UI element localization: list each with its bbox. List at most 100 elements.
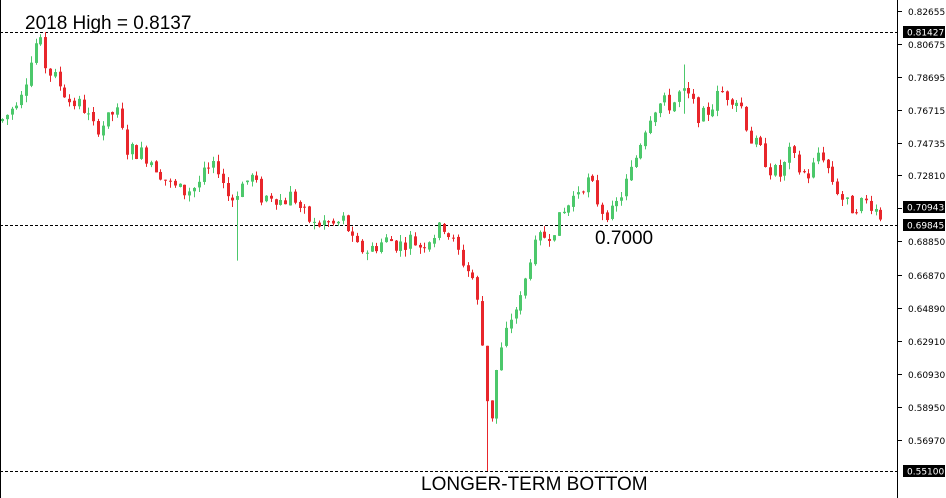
bull-candle: [15, 105, 18, 109]
bull-candle: [78, 98, 81, 107]
bull-candle: [116, 107, 119, 115]
bull-candle: [323, 220, 326, 226]
y-tick-label: 0.58950: [908, 404, 945, 414]
bear-candle: [126, 129, 129, 155]
bear-candle: [227, 182, 230, 197]
bull-candle: [620, 197, 623, 201]
bear-candle: [764, 143, 767, 167]
bear-candle: [879, 209, 882, 220]
bull-candle: [380, 242, 383, 253]
bull-candle: [577, 192, 580, 195]
bull-candle: [563, 211, 566, 214]
bear-candle: [543, 231, 546, 238]
bear-candle: [443, 223, 446, 232]
bull-candle: [366, 252, 369, 254]
price-box-label: 0.81427: [907, 29, 944, 39]
bull-candle: [663, 95, 666, 103]
bull-candle: [428, 242, 431, 250]
bear-candle: [414, 236, 417, 246]
bull-candle: [519, 295, 522, 311]
bull-candle: [385, 237, 388, 243]
bull-candle: [203, 167, 206, 182]
bear-candle: [299, 201, 302, 208]
bull-candle: [534, 239, 537, 265]
bull-candle: [150, 162, 153, 166]
bull-candle: [505, 327, 508, 346]
price-box-label: 0.69845: [907, 222, 944, 232]
bear-candle: [207, 167, 210, 169]
bull-candle: [644, 132, 647, 147]
bull-candle: [735, 102, 738, 107]
y-tick-label: 0.82655: [908, 8, 945, 18]
bear-candle: [121, 108, 124, 128]
bull-candle: [438, 222, 441, 238]
bear-candle: [174, 180, 177, 186]
bear-candle: [49, 68, 52, 76]
bull-candle: [755, 137, 758, 145]
bull-candle: [279, 200, 282, 205]
bull-candle: [212, 160, 215, 168]
bull-candle: [87, 113, 90, 115]
bull-candle: [587, 177, 590, 193]
bear-candle: [798, 154, 801, 173]
bull-candle: [30, 62, 33, 86]
y-tick-label: 0.62910: [908, 338, 945, 348]
bull-candle: [783, 162, 786, 176]
bull-candle: [702, 107, 705, 122]
bull-candle: [611, 205, 614, 219]
bear-candle: [486, 345, 489, 402]
bull-candle: [342, 215, 345, 221]
bull-candle: [673, 102, 676, 112]
bear-candle: [169, 180, 172, 182]
bull-candle: [236, 195, 239, 200]
annotation-2018-high: 2018 High = 0.8137: [25, 13, 191, 34]
bull-candle: [649, 120, 652, 133]
bear-candle: [707, 106, 710, 115]
y-tick-label: 0.64890: [908, 305, 945, 315]
bear-candle: [476, 277, 479, 300]
bear-candle: [159, 171, 162, 180]
bear-candle: [423, 247, 426, 249]
bull-candle: [11, 108, 14, 115]
bear-candle: [390, 239, 393, 242]
bear-candle: [155, 161, 158, 173]
bear-candle: [582, 191, 585, 193]
bear-candle: [793, 146, 796, 153]
bull-candle: [409, 234, 412, 249]
bear-candle: [697, 97, 700, 124]
price-box-label: 0.55100: [907, 468, 944, 478]
bull-candle: [371, 245, 374, 252]
bear-candle: [63, 87, 66, 98]
bear-candle: [471, 272, 474, 279]
bear-candle: [726, 91, 729, 100]
bear-candle: [721, 91, 724, 93]
level-lines: [0, 32, 897, 472]
bear-candle: [855, 212, 858, 214]
bear-candle: [591, 175, 594, 181]
y-tick-label: 0.80675: [908, 41, 945, 51]
bear-candle: [462, 249, 465, 266]
bull-candle: [524, 278, 527, 296]
bull-candle: [539, 232, 542, 241]
bear-candle: [332, 220, 335, 224]
bear-candle: [395, 240, 398, 251]
bear-candle: [92, 111, 95, 122]
bull-candle: [25, 84, 28, 96]
bull-candle: [639, 144, 642, 159]
bull-candle: [812, 162, 815, 178]
bear-candle: [606, 212, 609, 221]
bull-candle: [289, 191, 292, 206]
bear-candle: [44, 37, 47, 69]
bear-candle: [740, 102, 743, 107]
bear-candle: [275, 199, 278, 205]
bull-candle: [615, 200, 618, 207]
bear-candle: [759, 137, 762, 145]
price-box: [903, 219, 945, 231]
bull-candle: [337, 221, 340, 224]
bear-candle: [601, 204, 604, 214]
bull-candle: [6, 114, 9, 120]
bear-candle: [870, 200, 873, 211]
bull-candle: [529, 262, 532, 279]
y-tick-label: 0.68850: [908, 238, 945, 248]
